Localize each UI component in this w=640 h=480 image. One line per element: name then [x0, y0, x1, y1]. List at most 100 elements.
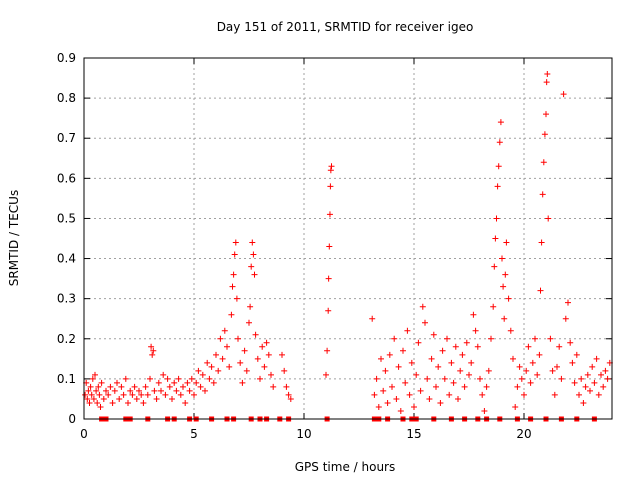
data-point-plus: [536, 351, 543, 358]
data-point-plus: [452, 343, 459, 350]
data-point-plus: [518, 375, 525, 382]
data-point-plus: [221, 327, 228, 334]
data-point-plus: [424, 375, 431, 382]
data-point-plus: [219, 355, 226, 362]
y-tick-label: 0.5: [57, 211, 76, 225]
data-point-plus: [233, 295, 240, 302]
data-point-plus: [496, 139, 503, 146]
data-point-plus: [547, 335, 554, 342]
data-point-plus: [144, 391, 151, 398]
data-point-plus: [602, 367, 609, 374]
data-point-plus: [88, 391, 95, 398]
data-point-plus: [131, 383, 138, 390]
data-point-plus: [463, 339, 470, 346]
data-point-plus: [446, 391, 453, 398]
y-tick-label: 0.7: [57, 131, 76, 145]
data-point-plus: [439, 347, 446, 354]
data-point-plus: [422, 319, 428, 326]
data-point-plus: [202, 387, 208, 394]
data-point-plus: [413, 371, 420, 378]
data-point-plus: [433, 383, 439, 390]
data-point-plus: [323, 371, 329, 378]
y-tick-label: 0.8: [57, 91, 76, 105]
data-point-plus: [193, 379, 200, 386]
data-point-plus: [512, 403, 519, 410]
data-point-plus: [327, 167, 334, 174]
data-point-plus: [569, 359, 576, 366]
data-point-plus: [415, 339, 422, 346]
data-point-plus: [502, 271, 509, 278]
data-point-plus: [406, 391, 413, 398]
data-point-plus: [556, 343, 563, 350]
data-point-plus: [375, 403, 382, 410]
data-point-plus: [491, 263, 498, 270]
data-point-plus: [497, 119, 504, 126]
data-point-plus: [507, 327, 514, 334]
data-point-plus: [265, 351, 272, 358]
data-point-plus: [521, 391, 527, 398]
y-tick-label: 0.1: [57, 372, 76, 386]
data-point-plus: [98, 379, 105, 386]
data-point-plus: [226, 363, 233, 370]
data-point-plus: [184, 379, 191, 386]
data-point-plus: [84, 395, 91, 402]
data-point-plus: [235, 335, 241, 342]
data-point-plus: [551, 391, 558, 398]
data-point-plus: [153, 395, 160, 402]
data-point-plus: [107, 383, 114, 390]
data-point-plus: [430, 331, 437, 338]
data-point-plus: [510, 355, 516, 362]
data-point-plus: [474, 343, 481, 350]
data-point-plus: [93, 387, 100, 394]
data-point-plus: [538, 239, 545, 246]
data-point-plus: [527, 379, 534, 386]
data-point-plus: [400, 347, 406, 354]
data-point-plus: [408, 359, 415, 366]
data-point-plus: [169, 395, 175, 402]
data-point-plus: [543, 79, 550, 86]
data-point-plus: [483, 383, 490, 390]
x-tick-label: 20: [516, 427, 531, 441]
data-point-plus: [224, 343, 230, 350]
data-point-plus: [140, 399, 147, 406]
data-point-plus: [85, 387, 92, 394]
data-point-plus: [479, 391, 486, 398]
data-point-plus: [164, 375, 171, 382]
data-point-plus: [417, 387, 424, 394]
data-point-plus: [268, 371, 274, 378]
data-point-plus: [532, 335, 538, 342]
data-point-plus: [173, 387, 180, 394]
data-point-plus: [248, 263, 255, 270]
data-point-plus: [500, 283, 507, 290]
data-point-plus: [461, 383, 468, 390]
y-tick-label: 0.4: [57, 252, 76, 266]
data-point-plus: [232, 239, 239, 246]
data-point-plus: [217, 335, 224, 342]
data-point-plus: [544, 71, 551, 78]
data-point-plus: [257, 375, 263, 382]
data-point-plus: [327, 183, 334, 190]
data-point-plus: [228, 311, 235, 318]
data-point-plus: [138, 391, 145, 398]
data-point-plus: [477, 375, 483, 382]
data-point-plus: [554, 363, 560, 370]
data-point-plus: [459, 351, 466, 358]
data-point-plus: [435, 363, 442, 370]
data-point-plus: [247, 303, 254, 310]
data-point-plus: [250, 251, 257, 258]
data-point-plus: [125, 399, 131, 406]
data-point-plus: [525, 343, 532, 350]
data-point-plus: [384, 399, 391, 406]
data-point-plus: [539, 191, 546, 198]
data-point-plus: [567, 339, 574, 346]
data-point-plus: [595, 391, 602, 398]
data-point-plus: [578, 375, 585, 382]
data-point-plus: [231, 251, 238, 258]
data-point-plus: [249, 239, 256, 246]
data-point-plus: [129, 391, 136, 398]
data-point-plus: [252, 331, 259, 338]
data-point-plus: [204, 359, 211, 366]
data-point-plus: [188, 375, 195, 382]
data-point-plus: [118, 383, 125, 390]
data-point-plus: [587, 387, 593, 394]
